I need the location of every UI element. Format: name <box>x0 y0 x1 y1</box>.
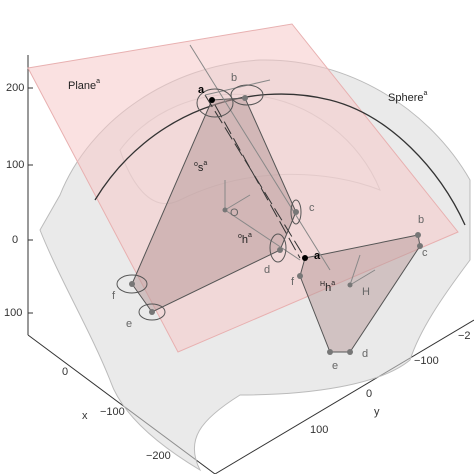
point-label: a <box>198 84 205 96</box>
x-tick-label: −100 <box>100 406 125 418</box>
y-axis-label: y <box>374 406 380 418</box>
y-tick-label: 0 <box>366 388 372 400</box>
hh-label: Hha <box>320 280 335 294</box>
construction-lines <box>189 44 376 286</box>
os-label: osa <box>194 160 207 174</box>
x-axis-label: x <box>82 410 88 422</box>
point-label: f <box>112 290 116 302</box>
point-label: e <box>332 360 338 372</box>
point-label: a <box>314 250 321 262</box>
y-tick-label: −100 <box>414 355 439 367</box>
y-tick-label: 100 <box>310 424 328 436</box>
point-label: O <box>230 207 239 219</box>
point-label: d <box>362 348 368 360</box>
point-label: H <box>362 286 370 298</box>
z-tick-label: 200 <box>6 82 24 94</box>
point-label: d <box>264 264 270 276</box>
x-tick-label: −200 <box>146 450 171 462</box>
point-label: e <box>126 318 132 330</box>
z-tick-label: 100 <box>4 307 22 319</box>
point-label: b <box>231 72 237 84</box>
plane-label: Planea <box>68 78 100 92</box>
intersection-arc <box>94 93 466 226</box>
point-label: c <box>309 202 315 214</box>
x-tick-label: 0 <box>62 366 68 378</box>
point-label: f <box>291 276 295 288</box>
point-label: b <box>418 214 424 226</box>
z-tick-label: 0 <box>12 234 18 246</box>
vertices <box>129 95 423 355</box>
sphere-label: Spherea <box>388 90 427 104</box>
y-tick-label: −2 <box>458 330 471 342</box>
oh-label: oha <box>238 232 252 246</box>
z-tick-label: 100 <box>6 159 24 171</box>
point-label: c <box>422 247 428 259</box>
ellipses <box>116 84 302 321</box>
